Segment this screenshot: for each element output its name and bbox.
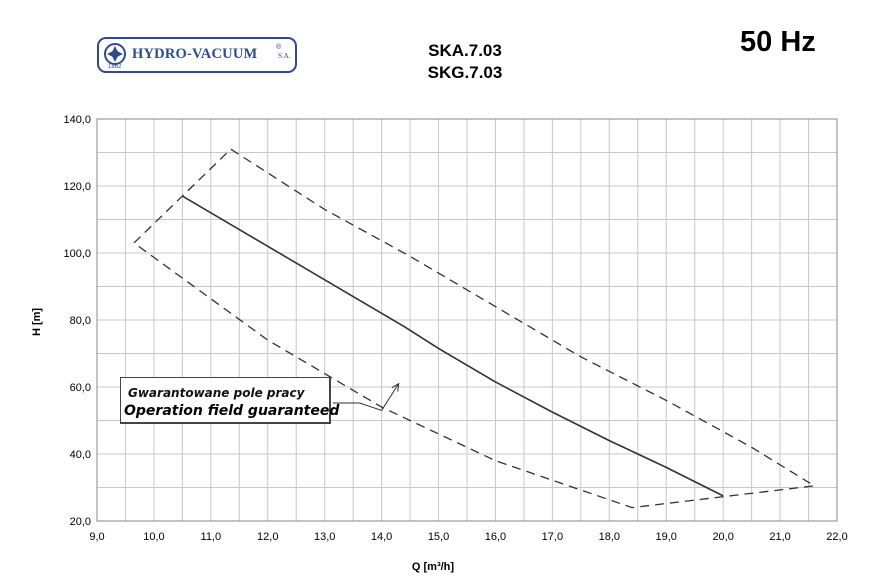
arrow-head-icon [391, 382, 400, 392]
y-tick-label: 40,0 [70, 449, 91, 461]
model-title-skg: SKG.7.03 [427, 63, 503, 82]
x-tick-label: 18,0 [599, 531, 620, 543]
x-tick-label: 15,0 [428, 531, 449, 543]
x-tick-label: 22,0 [826, 531, 847, 543]
x-tick-label: 9,0 [89, 531, 104, 543]
x-tick-label: 19,0 [656, 531, 677, 543]
annotation-arrow [333, 382, 400, 412]
x-tick-label: 20,0 [712, 531, 733, 543]
y-axis-label: H [m] [31, 308, 43, 336]
y-tick-label: 20,0 [70, 516, 91, 528]
frequency-label: 50 Hz [740, 26, 816, 58]
company-logo: 1862 HYDRO-VACUUM ® S.A. [97, 37, 297, 73]
y-tick-label: 100,0 [63, 248, 91, 260]
hydro-vacuum-emblem-icon [104, 43, 126, 65]
x-tick-label: 17,0 [542, 531, 563, 543]
x-tick-label: 16,0 [485, 531, 506, 543]
grid [96, 118, 838, 522]
operation-field-note: Gwarantowane pole pracy Operation field … [120, 377, 339, 424]
plot-border [96, 118, 838, 522]
x-tick-label: 13,0 [314, 531, 335, 543]
note-label-en: Operation field guaranteed [124, 403, 340, 419]
y-tick-label: 120,0 [63, 181, 91, 193]
y-tick-label: 80,0 [70, 315, 91, 327]
model-title-ska: SKA.7.03 [428, 41, 502, 60]
logo-year: 1862 [108, 64, 122, 70]
logo-registered-mark: ® [276, 44, 282, 51]
x-axis-label: Q [m³/h] [412, 561, 454, 573]
pump-head-curve [181, 195, 724, 497]
x-tick-label: 11,0 [201, 531, 222, 543]
y-tick-label: 60,0 [70, 382, 91, 394]
series [133, 148, 817, 509]
operation-field-boundary [133, 148, 817, 509]
x-tick-label: 12,0 [257, 531, 278, 543]
logo-brand: HYDRO-VACUUM [132, 46, 258, 62]
x-tick-label: 14,0 [371, 531, 392, 543]
annotation-leader-line [333, 383, 400, 412]
note-label-pl: Gwarantowane pole pracy [128, 386, 305, 400]
logo-suffix: S.A. [278, 52, 291, 60]
x-tick-label: 21,0 [769, 531, 790, 543]
y-tick-label: 140,0 [63, 114, 91, 126]
x-tick-label: 10,0 [143, 531, 164, 543]
axis-ticks: 9,0 10,0 11,0 12,0 13,0 14,0 15,0 16,0 17,0 18,0 1… [63, 114, 847, 543]
